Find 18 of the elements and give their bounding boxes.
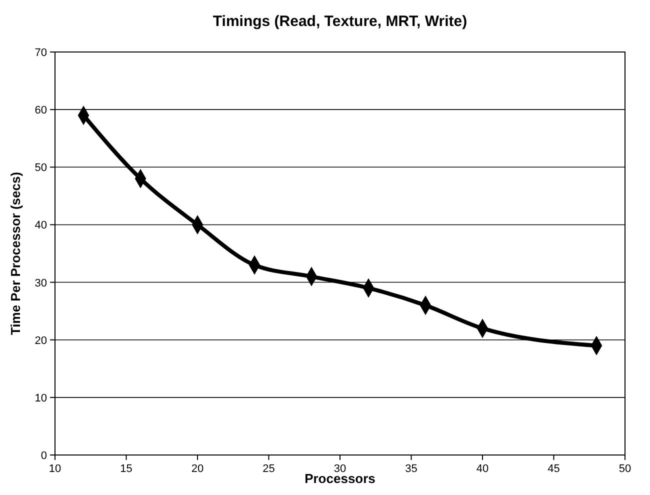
x-tick-label: 40 [476,463,489,475]
x-tick-label: 20 [191,463,204,475]
y-tick-label: 70 [34,47,47,59]
y-tick-label: 0 [40,450,47,462]
x-tick-label: 15 [120,463,132,475]
y-tick-label: 10 [34,392,47,404]
y-tick-label: 40 [34,220,47,232]
y-tick-label: 30 [34,277,47,290]
y-tick-label: 60 [34,104,47,117]
x-tick-label: 50 [618,463,632,475]
x-tick-label: 25 [262,463,275,475]
x-tick-label: 35 [405,463,418,475]
chart-title: Timings (Read, Texture, MRT, Write) [212,13,468,30]
x-tick-label: 45 [548,463,560,475]
x-tick-label: 10 [48,463,62,475]
y-tick-label: 50 [34,162,47,174]
y-axis-title: Time Per Processor (secs) [8,172,23,336]
y-tick-label: 20 [34,334,47,347]
